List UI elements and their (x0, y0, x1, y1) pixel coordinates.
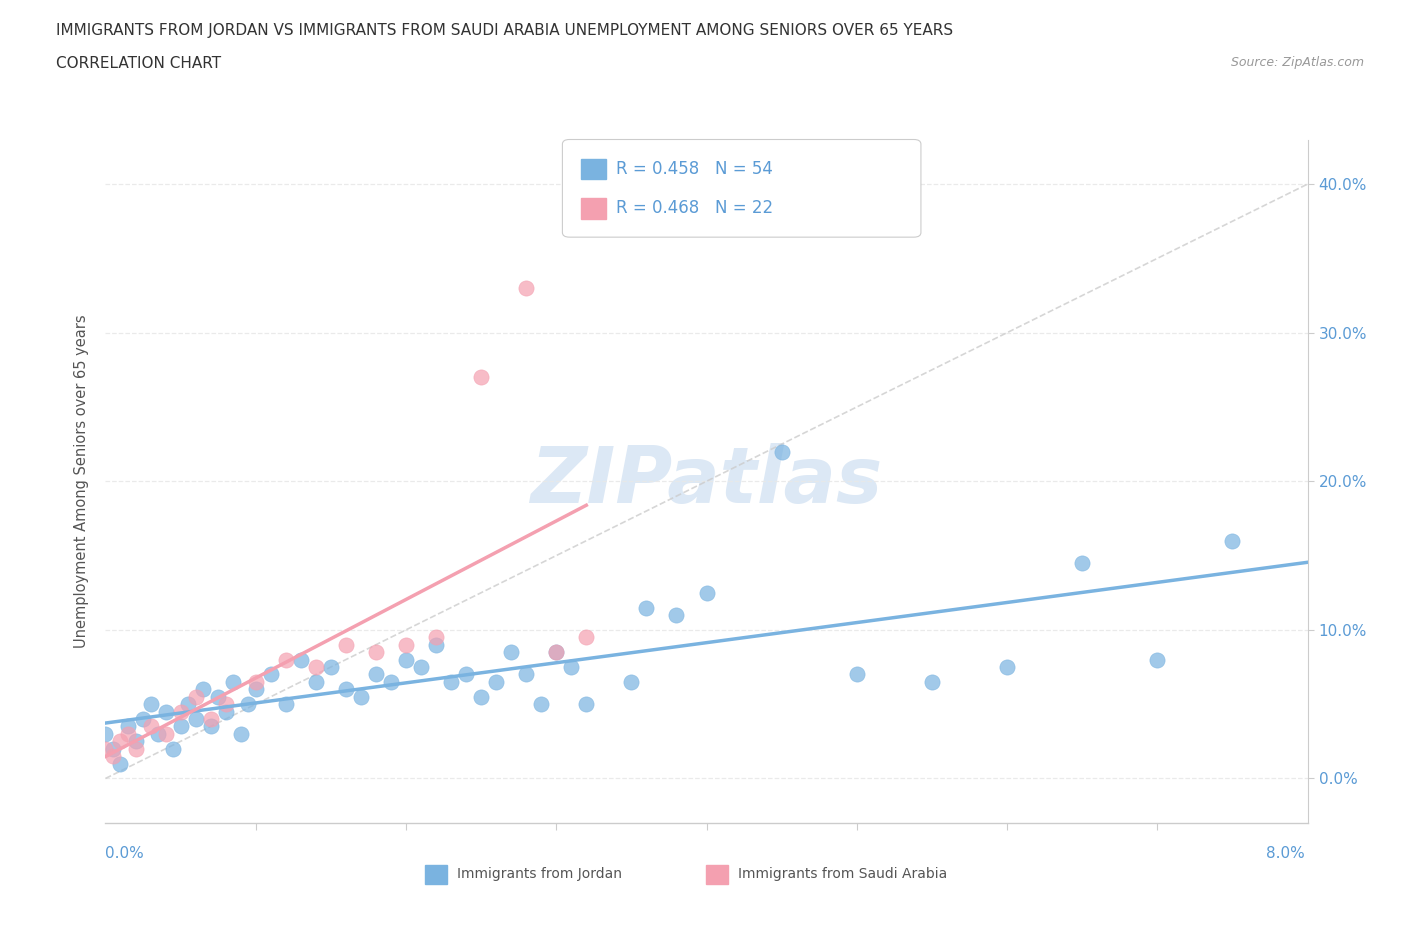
Point (395, 637, 418, 652)
Point (117, 719, 139, 734)
Point (1146, 652, 1168, 667)
Point (350, 689, 373, 704)
Point (274, 697, 297, 711)
Point (260, 667, 283, 682)
Point (177, 697, 200, 711)
Point (214, 704, 236, 719)
Point (409, 659, 432, 674)
Text: R = 0.468   N = 22: R = 0.468 N = 22 (616, 199, 773, 218)
Text: Source: ZipAtlas.com: Source: ZipAtlas.com (1230, 56, 1364, 69)
Point (245, 674, 267, 689)
Point (1071, 555, 1094, 570)
Y-axis label: Unemployment Among Seniors over 65 years: Unemployment Among Seniors over 65 years (75, 314, 90, 648)
Point (546, 644, 568, 659)
Point (305, 674, 328, 689)
Point (364, 644, 387, 659)
Point (101, 741, 124, 756)
Point (200, 719, 222, 734)
Point (485, 674, 508, 689)
Point (665, 607, 688, 622)
Point (575, 630, 598, 644)
Point (575, 697, 598, 711)
Point (245, 682, 267, 697)
Point (470, 689, 492, 704)
Point (335, 637, 357, 652)
Point (440, 674, 463, 689)
Point (290, 652, 312, 667)
Point (470, 370, 492, 385)
Point (501, 644, 523, 659)
Point (845, 667, 868, 682)
Point (169, 704, 191, 719)
Point (515, 281, 537, 296)
Point (305, 659, 328, 674)
Point (139, 719, 162, 734)
Text: IMMIGRANTS FROM JORDAN VS IMMIGRANTS FROM SAUDI ARABIA UNEMPLOYMENT AMONG SENIOR: IMMIGRANTS FROM JORDAN VS IMMIGRANTS FRO… (56, 23, 953, 38)
Point (124, 734, 146, 749)
Point (395, 652, 418, 667)
Point (364, 667, 387, 682)
Point (110, 734, 132, 749)
Point (155, 704, 177, 719)
Point (214, 697, 236, 711)
Point (770, 445, 793, 459)
Text: 8.0%: 8.0% (1265, 846, 1305, 861)
Text: Immigrants from Saudi Arabia: Immigrants from Saudi Arabia (738, 867, 948, 882)
Point (191, 682, 214, 697)
Point (274, 652, 297, 667)
Point (110, 756, 132, 771)
Point (380, 674, 402, 689)
Point (319, 659, 342, 674)
Point (222, 674, 245, 689)
Point (1222, 533, 1244, 548)
Text: R = 0.458   N = 54: R = 0.458 N = 54 (616, 160, 773, 179)
Point (229, 726, 252, 741)
Point (238, 697, 260, 711)
Point (162, 741, 184, 756)
Point (425, 630, 447, 644)
Text: ZIPatlas: ZIPatlas (530, 444, 883, 519)
Point (546, 644, 568, 659)
Point (921, 674, 943, 689)
Point (207, 689, 229, 704)
Point (146, 726, 169, 741)
Point (124, 741, 146, 756)
Point (560, 659, 582, 674)
Point (425, 637, 447, 652)
Point (515, 667, 537, 682)
Point (184, 689, 207, 704)
Text: 0.0%: 0.0% (105, 846, 145, 861)
Point (94, 741, 117, 756)
Point (117, 726, 139, 741)
Point (169, 719, 191, 734)
Point (155, 726, 177, 741)
Point (995, 659, 1018, 674)
Point (94, 726, 117, 741)
Point (636, 600, 658, 615)
Point (101, 749, 124, 764)
Point (454, 667, 477, 682)
Point (132, 711, 155, 726)
Point (139, 697, 162, 711)
Point (530, 697, 553, 711)
Text: Immigrants from Jordan: Immigrants from Jordan (457, 867, 621, 882)
Point (200, 711, 222, 726)
Text: CORRELATION CHART: CORRELATION CHART (56, 56, 221, 71)
Point (696, 585, 718, 600)
Point (184, 711, 207, 726)
Point (335, 682, 357, 697)
Point (620, 674, 643, 689)
